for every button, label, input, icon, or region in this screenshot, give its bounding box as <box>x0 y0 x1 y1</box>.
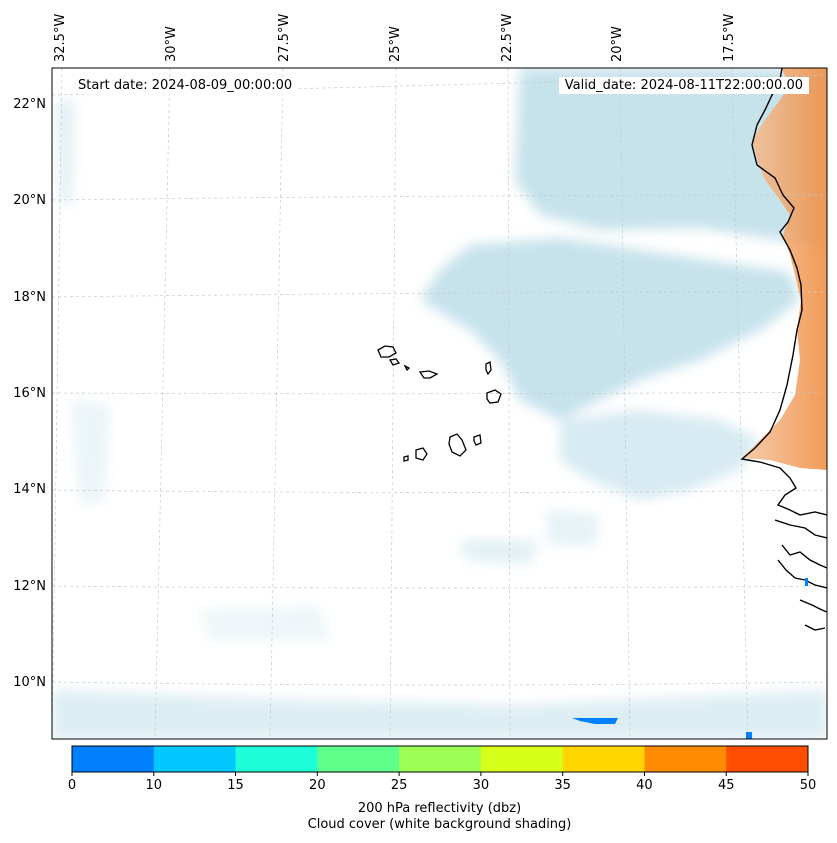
lon-label-25w: 25°W <box>388 26 403 62</box>
colorbar-segment <box>644 746 727 772</box>
lat-label-14n: 14°N <box>13 482 46 497</box>
colorbar-segment <box>235 746 318 772</box>
lon-label-17-5w: 17.5°W <box>722 13 737 62</box>
lat-label-20n: 20°N <box>13 193 46 208</box>
cape-verde-islands <box>377 345 502 462</box>
colorbar <box>71 745 809 776</box>
colorbar-tick-label: 20 <box>309 778 326 793</box>
cloud-cover-shading <box>52 68 827 739</box>
lon-label-30w: 30°W <box>164 26 179 62</box>
colorbar-segment <box>317 746 400 772</box>
colorbar-tick-label: 10 <box>145 778 163 793</box>
reflectivity-cells <box>572 578 808 739</box>
colorbar-segment <box>480 746 564 772</box>
colorbar-tick-label: 50 <box>799 778 817 793</box>
colorbar-tick-label: 45 <box>717 778 735 793</box>
colorbar-segment <box>399 746 482 772</box>
colorbar-tick-label: 40 <box>636 778 653 793</box>
lat-label-12n: 12°N <box>13 579 46 594</box>
colorbar-segment <box>726 746 809 772</box>
lat-label-10n: 10°N <box>13 675 46 690</box>
start-date-label: Start date: 2024-08-09_00:00:00 <box>72 77 299 94</box>
colorbar-caption: 200 hPa reflectivity (dbz) Cloud cover (… <box>52 801 827 833</box>
lat-label-22n: 22°N <box>13 97 46 112</box>
lon-label-22-5w: 22.5°W <box>500 13 515 62</box>
lon-label-27-5w: 27.5°W <box>277 13 292 62</box>
land-shading <box>742 68 827 470</box>
colorbar-segment <box>153 746 237 772</box>
coastline <box>740 68 827 631</box>
lat-label-18n: 18°N <box>13 290 46 305</box>
colorbar-segment <box>562 746 645 772</box>
colorbar-tick-label: 15 <box>227 778 244 793</box>
colorbar-tick-label: 35 <box>554 778 571 793</box>
colorbar-sublabel: Cloud cover (white background shading) <box>307 817 572 832</box>
colorbar-segment <box>72 746 155 772</box>
colorbar-frame <box>71 745 809 773</box>
map-frame <box>51 67 828 740</box>
lon-label-20w: 20°W <box>610 26 625 62</box>
lon-label-32-5w: 32.5°W <box>53 13 68 62</box>
map-area <box>52 68 827 739</box>
colorbar-tick-label: 30 <box>472 778 490 793</box>
colorbar-tick-label: 0 <box>67 778 77 793</box>
colorbar-label: 200 hPa reflectivity (dbz) <box>357 801 522 816</box>
lat-label-16n: 16°N <box>13 386 46 401</box>
valid-date-label: Valid_date: 2024-08-11T22:00:00.00 <box>558 77 809 94</box>
colorbar-tick-label: 25 <box>390 778 408 793</box>
